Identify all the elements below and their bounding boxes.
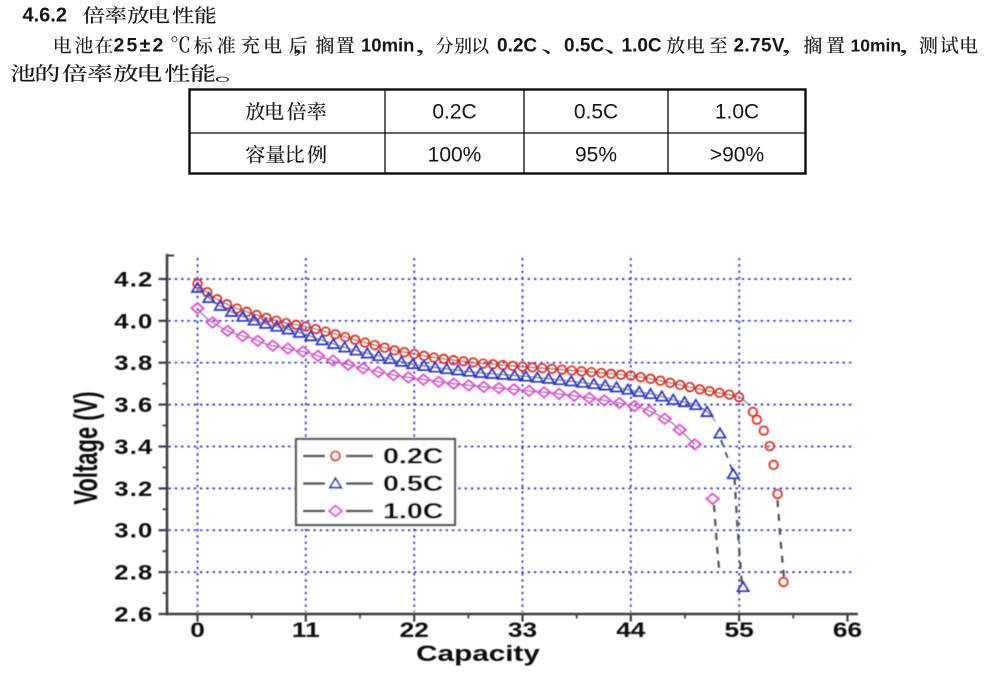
svg-text:3.6: 3.6 [114,393,153,416]
svg-text:11: 11 [292,618,320,642]
svg-text:25±2: 25±2 [114,35,166,57]
svg-text:10min: 10min [851,36,902,56]
svg-text:22: 22 [400,618,429,642]
svg-text:1.0C: 1.0C [622,36,662,57]
svg-text:3.4: 3.4 [114,435,153,458]
svg-text:95%: 95% [575,144,617,167]
svg-text:3.2: 3.2 [114,477,153,500]
svg-text:66: 66 [833,618,862,642]
svg-text:0: 0 [190,618,205,642]
svg-text:4.0: 4.0 [114,309,153,332]
svg-text:2.8: 2.8 [114,561,153,584]
svg-text:3.0: 3.0 [114,519,153,542]
svg-text:Capacity: Capacity [416,641,540,666]
svg-text:0.2C: 0.2C [432,101,476,124]
svg-text:Voltage (V): Voltage (V) [68,391,104,504]
svg-text:44: 44 [616,618,646,642]
svg-text:2.6: 2.6 [114,603,153,626]
svg-text:10min: 10min [361,35,414,56]
svg-text:3.8: 3.8 [114,351,153,374]
svg-text:4.6.2: 4.6.2 [23,5,67,27]
svg-text:0.5C: 0.5C [574,101,618,124]
svg-text:4.2: 4.2 [114,268,153,291]
svg-text:2.75V: 2.75V [734,36,785,57]
svg-text:>90%: >90% [710,144,764,167]
svg-text:100%: 100% [428,144,482,167]
svg-text:0.5C: 0.5C [383,472,443,496]
svg-text:0.2C: 0.2C [497,36,537,57]
svg-text:1.0C: 1.0C [383,500,443,524]
svg-text:0.2C: 0.2C [383,445,443,469]
svg-text:55: 55 [725,618,754,642]
svg-text:1.0C: 1.0C [715,101,759,124]
svg-text:0.5C: 0.5C [564,36,604,57]
svg-text:33: 33 [508,618,537,642]
